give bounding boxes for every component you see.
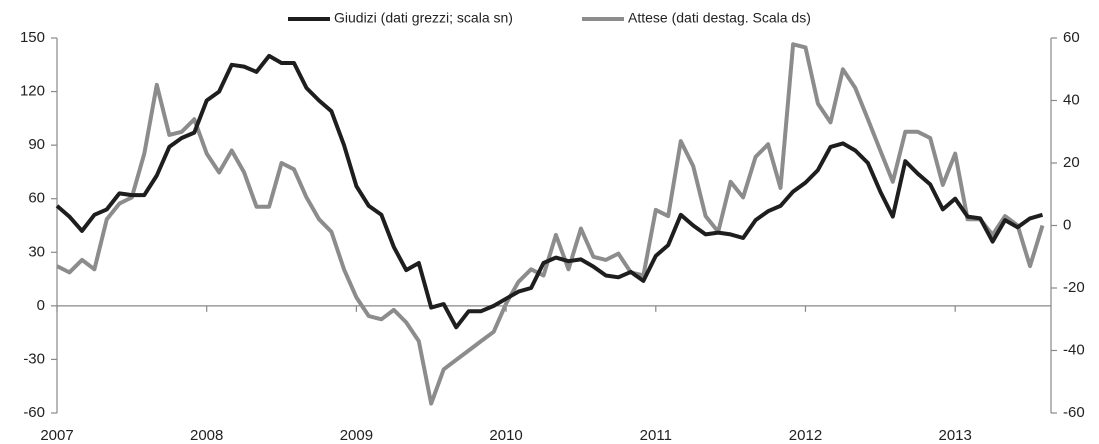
y-tick-label: -30	[23, 350, 45, 367]
y-tick-label: 60	[28, 190, 45, 207]
y-tick-label: 120	[20, 83, 45, 100]
y-tick-label: 90	[28, 136, 45, 153]
y-tick-label: 0	[37, 297, 45, 314]
x-tick-label: 2009	[340, 427, 373, 444]
series-line	[56, 42, 1045, 406]
y2-tick-label: 20	[1063, 154, 1080, 171]
legend-label: Giudizi (dati grezzi; scala sn)	[334, 10, 513, 26]
y2-tick-label: -20	[1063, 279, 1085, 296]
x-tick-label: 2010	[489, 427, 522, 444]
y2-tick-label: 0	[1063, 216, 1071, 233]
y-tick-label: 150	[20, 29, 45, 46]
y2-tick-label: -40	[1063, 341, 1085, 358]
legend-label: Attese (dati destag. Scala ds)	[628, 10, 811, 26]
y-tick-label: -60	[23, 404, 45, 421]
x-tick-label: 2011	[640, 427, 672, 444]
x-tick-label: 2008	[190, 427, 223, 444]
x-tick-label: 2007	[40, 427, 73, 444]
x-tick-label: 2012	[789, 427, 822, 444]
y2-tick-label: 40	[1063, 91, 1080, 108]
x-tick-label: 2013	[939, 427, 972, 444]
y-tick-label: 30	[28, 243, 45, 260]
series-line	[55, 53, 1044, 330]
y2-tick-label: 60	[1063, 29, 1080, 46]
y2-tick-label: -60	[1063, 404, 1085, 421]
